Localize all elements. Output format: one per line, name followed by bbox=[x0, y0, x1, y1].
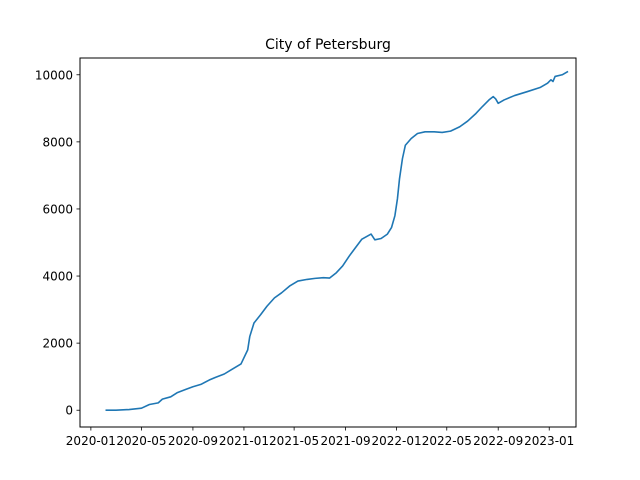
x-tick-label: 2021-01 bbox=[219, 434, 269, 448]
x-tick-label: 2022-09 bbox=[473, 434, 523, 448]
y-tick-label: 6000 bbox=[42, 202, 73, 216]
axes-layer bbox=[79, 57, 577, 428]
y-tick-label: 10000 bbox=[35, 68, 73, 82]
y-tick-label: 4000 bbox=[42, 270, 73, 284]
x-tick-label: 2022-01 bbox=[372, 434, 422, 448]
plot-frame bbox=[79, 57, 577, 428]
x-tick-label: 2020-05 bbox=[116, 434, 166, 448]
y-tick-label: 2000 bbox=[42, 337, 73, 351]
x-tick-label: 2020-01 bbox=[66, 434, 116, 448]
x-tick-label: 2020-09 bbox=[168, 434, 218, 448]
x-tick-label: 2022-05 bbox=[422, 434, 472, 448]
x-tick-label: 2021-09 bbox=[320, 434, 370, 448]
y-tick-label: 8000 bbox=[42, 135, 73, 149]
series-line bbox=[105, 70, 569, 412]
x-tick-label: 2021-05 bbox=[269, 434, 319, 448]
y-axis: 0 2000 4000 6000 8000 10000 bbox=[35, 68, 80, 418]
y-tick-label: 0 bbox=[65, 404, 73, 418]
chart-title: City of Petersburg bbox=[265, 37, 391, 53]
x-axis: 2020-01 2020-05 2020-09 2021-01 2021-05 2021-… bbox=[66, 427, 574, 448]
series-layer bbox=[105, 70, 569, 412]
x-tick-label: 2023-01 bbox=[524, 434, 574, 448]
